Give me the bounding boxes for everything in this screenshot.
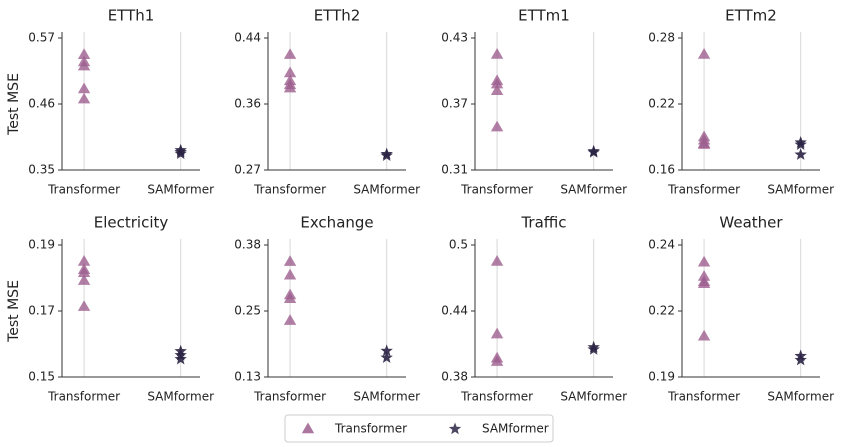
y-tick-label: 0.46	[28, 97, 55, 111]
y-tick-label: 0.38	[234, 238, 261, 252]
point	[794, 353, 807, 366]
x-tick-label: Transformer	[253, 183, 326, 197]
y-tick-label: 0.19	[648, 370, 675, 384]
point	[587, 145, 600, 158]
y-tick-label: 0.24	[648, 238, 675, 252]
y-tick-label: 0.17	[28, 304, 55, 318]
point	[490, 48, 504, 59]
x-tick-label: Transformer	[460, 183, 533, 197]
point	[587, 343, 600, 355]
point	[283, 48, 297, 59]
subplot-title: ETTm1	[518, 7, 570, 25]
y-tick-label: 0.16	[648, 163, 675, 177]
x-tick-label: SAMformer	[767, 183, 834, 197]
point	[697, 138, 711, 149]
y-tick-label: 0.13	[234, 370, 261, 384]
point	[490, 355, 504, 366]
x-tick-label: SAMformer	[560, 183, 627, 197]
point	[283, 255, 297, 266]
x-tick-label: Transformer	[253, 390, 326, 404]
y-tick-label: 0.37	[441, 97, 468, 111]
y-tick-label: 0.31	[441, 163, 468, 177]
y-tick-label: 0.35	[28, 163, 55, 177]
y-tick-label: 0.36	[234, 97, 261, 111]
subplot-title: ETTh1	[108, 7, 155, 25]
subplot-title: ETTh2	[314, 7, 361, 25]
legend-marker	[448, 422, 462, 435]
point	[697, 329, 711, 341]
point	[77, 266, 91, 277]
point	[697, 255, 711, 267]
legend-label: Transformer	[334, 422, 407, 436]
x-tick-label: SAMformer	[353, 390, 420, 404]
y-axis-label: Test MSE	[6, 73, 22, 136]
point	[490, 327, 504, 339]
point	[174, 147, 187, 160]
x-tick-label: SAMformer	[560, 390, 627, 404]
y-tick-label: 0.38	[441, 370, 468, 384]
y-axis-label: Test MSE	[6, 280, 22, 343]
y-tick-label: 0.22	[648, 97, 675, 111]
y-tick-label: 0.25	[234, 304, 261, 318]
y-tick-label: 0.43	[441, 31, 468, 45]
point	[490, 77, 504, 89]
point	[697, 48, 711, 59]
x-tick-label: SAMformer	[147, 390, 214, 404]
legend-marker	[301, 422, 315, 434]
point	[77, 274, 91, 285]
point	[490, 120, 504, 132]
subplot-title: Exchange	[300, 214, 373, 232]
subplot-title: Electricity	[94, 214, 169, 232]
point	[77, 82, 91, 94]
x-tick-label: SAMformer	[353, 183, 420, 197]
point	[77, 255, 91, 266]
x-tick-label: Transformer	[47, 390, 120, 404]
y-tick-label: 0.44	[234, 31, 261, 45]
point	[283, 268, 297, 280]
y-tick-label: 0.57	[28, 31, 55, 45]
y-tick-label: 0.27	[234, 163, 261, 177]
y-tick-label: 0.15	[28, 370, 55, 384]
point	[77, 48, 91, 60]
point	[490, 255, 504, 266]
point	[794, 138, 807, 150]
point	[77, 59, 91, 71]
y-tick-label: 0.22	[648, 304, 675, 318]
point	[283, 314, 297, 325]
x-tick-label: Transformer	[460, 390, 533, 404]
point	[283, 66, 297, 78]
point	[380, 344, 393, 357]
point	[380, 149, 393, 161]
point	[794, 148, 807, 160]
x-tick-label: Transformer	[47, 183, 120, 197]
point	[77, 300, 91, 311]
legend-box	[284, 414, 554, 443]
x-tick-label: SAMformer	[767, 390, 834, 404]
subplot-title: Traffic	[520, 214, 566, 232]
legend-label: SAMformer	[482, 422, 549, 436]
point	[174, 352, 187, 365]
subplot-title: Weather	[719, 214, 783, 232]
point	[77, 92, 91, 104]
point	[283, 81, 297, 93]
y-tick-label: 0.44	[441, 304, 468, 318]
y-tick-label: 0.5	[449, 238, 468, 252]
point	[490, 84, 504, 96]
subplot-title: ETTm2	[725, 7, 777, 25]
point	[380, 351, 393, 363]
point	[283, 292, 297, 303]
x-tick-label: SAMformer	[147, 183, 214, 197]
x-tick-label: Transformer	[667, 390, 740, 404]
point	[697, 277, 711, 288]
y-tick-label: 0.19	[28, 238, 55, 252]
x-tick-label: Transformer	[667, 183, 740, 197]
y-tick-label: 0.28	[648, 31, 675, 45]
